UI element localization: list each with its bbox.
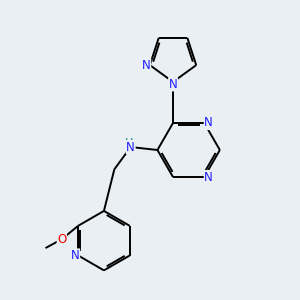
Text: N: N: [71, 249, 80, 262]
Text: N: N: [204, 116, 213, 130]
Text: N: N: [169, 78, 177, 91]
Text: H: H: [125, 138, 134, 148]
Text: N: N: [204, 170, 213, 184]
Text: N: N: [126, 140, 135, 154]
Text: N: N: [142, 58, 151, 72]
Text: O: O: [57, 233, 67, 246]
